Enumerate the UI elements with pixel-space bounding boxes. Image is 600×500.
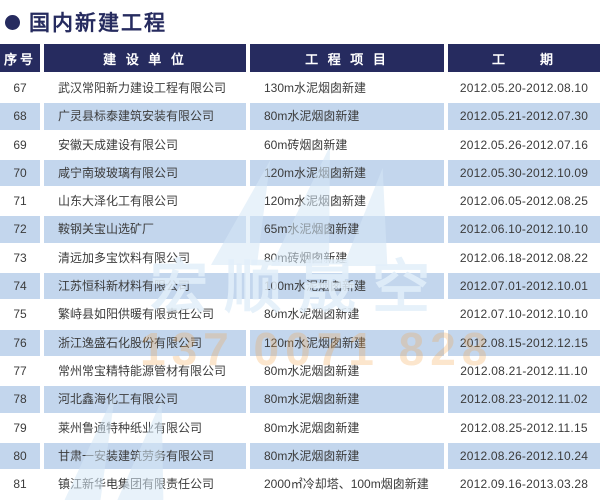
cell-period: 2012.05.30-2012.10.09 — [448, 159, 600, 187]
table-row: 72 鞍钢关宝山选矿厂 65m水泥烟囱新建 2012.06.10-2012.10.10 — [0, 216, 600, 243]
cell-period: 2012.08.26-2012.10.24 — [448, 442, 600, 470]
page-header: 国内新建工程 — [0, 0, 600, 44]
cell-project: 120m水泥烟囱新建 — [250, 159, 444, 187]
cell-project: 80m水泥烟囱新建 — [250, 442, 444, 470]
cell-company: 清远加多宝饮料有限公司 — [44, 244, 246, 272]
cell-no: 79 — [0, 414, 40, 441]
cell-company: 镇江新华电集团有限责任公司 — [44, 471, 246, 498]
table-row: 74 江苏恒科新材料有限公司 100m水泥烟囱新建 2012.07.01-2012.1… — [0, 273, 600, 300]
header-cell-project: 工 程 项 目 — [250, 44, 444, 72]
cell-no: 81 — [0, 471, 40, 498]
cell-company: 广灵县标泰建筑安装有限公司 — [44, 103, 246, 130]
cell-no: 74 — [0, 273, 40, 300]
cell-project: 65m水泥烟囱新建 — [250, 216, 444, 243]
cell-period: 2012.08.15-2012.12.15 — [448, 329, 600, 356]
cell-no: 78 — [0, 386, 40, 413]
cell-project: 80m水泥烟囱新建 — [250, 301, 444, 328]
cell-period: 2012.05.20-2012.08.10 — [448, 75, 600, 102]
cell-project: 60m砖烟囱新建 — [250, 131, 444, 158]
cell-project: 80m砖烟囱新建 — [250, 244, 444, 272]
cell-project: 120m水泥烟囱新建 — [250, 188, 444, 215]
table-row: 80 甘肃一安装建筑劳务有限公司 80m水泥烟囱新建 2012.08.26-2012.… — [0, 442, 600, 470]
cell-no: 80 — [0, 442, 40, 470]
cell-company: 鞍钢关宝山选矿厂 — [44, 216, 246, 243]
projects-table: 序号 建 设 单 位 工 程 项 目 工 期 67 武汉常阳新力建设工程有限公司 1… — [0, 44, 600, 498]
table-row: 69 安徽天成建设有限公司 60m砖烟囱新建 2012.05.26-2012.07.1… — [0, 131, 600, 158]
cell-no: 77 — [0, 357, 40, 385]
table-row: 71 山东大泽化工有限公司 120m水泥烟囱新建 2012.06.05-2012.08… — [0, 188, 600, 215]
cell-company: 武汉常阳新力建设工程有限公司 — [44, 75, 246, 102]
cell-period: 2012.07.10-2012.10.10 — [448, 301, 600, 328]
cell-period: 2012.06.18-2012.08.22 — [448, 244, 600, 272]
cell-no: 71 — [0, 188, 40, 215]
cell-no: 70 — [0, 159, 40, 187]
cell-project: 2000㎡冷却塔、100m烟囱新建 — [250, 471, 444, 498]
cell-period: 2012.05.21-2012.07.30 — [448, 103, 600, 130]
bullet-icon — [5, 14, 20, 30]
table-row: 79 莱州鲁通特种纸业有限公司 80m水泥烟囱新建 2012.08.25-2012.1… — [0, 414, 600, 441]
cell-no: 69 — [0, 131, 40, 158]
cell-company: 安徽天成建设有限公司 — [44, 131, 246, 158]
header-cell-no: 序号 — [0, 44, 40, 72]
header-cell-period: 工 期 — [448, 44, 600, 72]
cell-no: 76 — [0, 329, 40, 356]
cell-period: 2012.05.26-2012.07.16 — [448, 131, 600, 158]
cell-project: 80m水泥烟囱新建 — [250, 357, 444, 385]
table-row: 70 咸宁南玻玻璃有限公司 120m水泥烟囱新建 2012.05.30-2012.10… — [0, 159, 600, 187]
table-row: 73 清远加多宝饮料有限公司 80m砖烟囱新建 2012.06.18-2012.08.… — [0, 244, 600, 272]
cell-company: 繁峙县如阳供暖有限责任公司 — [44, 301, 246, 328]
table-body: 67 武汉常阳新力建设工程有限公司 130m水泥烟囱新建 2012.05.20-201… — [0, 75, 600, 498]
table-row: 67 武汉常阳新力建设工程有限公司 130m水泥烟囱新建 2012.05.20-201… — [0, 75, 600, 102]
cell-period: 2012.08.23-2012.11.02 — [448, 386, 600, 413]
cell-company: 咸宁南玻玻璃有限公司 — [44, 159, 246, 187]
cell-no: 68 — [0, 103, 40, 130]
table-row: 77 常州常宝精特能源管材有限公司 80m水泥烟囱新建 2012.08.21-2012… — [0, 357, 600, 385]
cell-no: 75 — [0, 301, 40, 328]
cell-company: 山东大泽化工有限公司 — [44, 188, 246, 215]
cell-project: 80m水泥烟囱新建 — [250, 414, 444, 441]
cell-no: 72 — [0, 216, 40, 243]
cell-project: 80m水泥烟囱新建 — [250, 386, 444, 413]
table-row: 68 广灵县标泰建筑安装有限公司 80m水泥烟囱新建 2012.05.21-2012.… — [0, 103, 600, 130]
table-row: 81 镇江新华电集团有限责任公司 2000㎡冷却塔、100m烟囱新建 2012.09.… — [0, 471, 600, 498]
cell-project: 80m水泥烟囱新建 — [250, 103, 444, 130]
cell-project: 100m水泥烟囱新建 — [250, 273, 444, 300]
table-header-row: 序号 建 设 单 位 工 程 项 目 工 期 — [0, 44, 600, 72]
cell-company: 莱州鲁通特种纸业有限公司 — [44, 414, 246, 441]
cell-project: 130m水泥烟囱新建 — [250, 75, 444, 102]
table-row: 78 河北鑫海化工有限公司 80m水泥烟囱新建 2012.08.23-2012.11.… — [0, 386, 600, 413]
cell-company: 江苏恒科新材料有限公司 — [44, 273, 246, 300]
cell-period: 2012.08.21-2012.11.10 — [448, 357, 600, 385]
cell-company: 常州常宝精特能源管材有限公司 — [44, 357, 246, 385]
cell-period: 2012.06.10-2012.10.10 — [448, 216, 600, 243]
cell-period: 2012.06.05-2012.08.25 — [448, 188, 600, 215]
page-title: 国内新建工程 — [29, 12, 167, 35]
table-row: 75 繁峙县如阳供暖有限责任公司 80m水泥烟囱新建 2012.07.10-2012.… — [0, 301, 600, 328]
cell-project: 120m水泥烟囱新建 — [250, 329, 444, 356]
cell-company: 浙江逸盛石化股份有限公司 — [44, 329, 246, 356]
table-row: 76 浙江逸盛石化股份有限公司 120m水泥烟囱新建 2012.08.15-2012.… — [0, 329, 600, 356]
cell-period: 2012.07.01-2012.10.01 — [448, 273, 600, 300]
cell-company: 甘肃一安装建筑劳务有限公司 — [44, 442, 246, 470]
cell-company: 河北鑫海化工有限公司 — [44, 386, 246, 413]
cell-no: 73 — [0, 244, 40, 272]
cell-period: 2012.08.25-2012.11.15 — [448, 414, 600, 441]
cell-period: 2012.09.16-2013.03.28 — [448, 471, 600, 498]
header-cell-company: 建 设 单 位 — [44, 44, 246, 72]
cell-no: 67 — [0, 75, 40, 102]
